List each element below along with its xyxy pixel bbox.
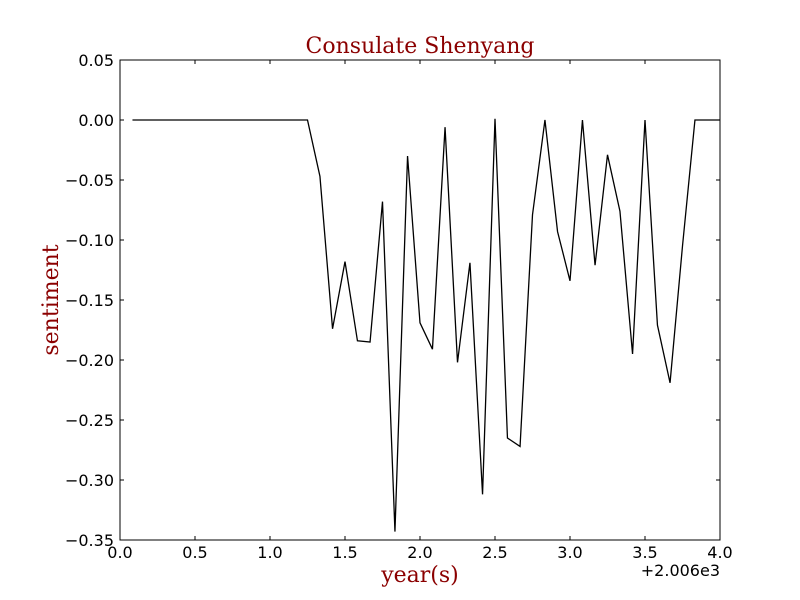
x-tick-label: 1.5 xyxy=(332,543,357,562)
x-tick-label: 4.0 xyxy=(707,543,732,562)
x-tick-label: 2.0 xyxy=(407,543,432,562)
x-tick-label: 2.5 xyxy=(482,543,507,562)
x-tick-label: 0.0 xyxy=(107,543,132,562)
y-tick-label: −0.25 xyxy=(65,411,114,430)
y-tick-label: −0.10 xyxy=(65,231,114,250)
y-tick-label: −0.30 xyxy=(65,471,114,490)
y-tick-label: −0.15 xyxy=(65,291,114,310)
x-tick-label: 3.5 xyxy=(632,543,657,562)
y-tick-label: −0.20 xyxy=(65,351,114,370)
x-tick-label: 1.0 xyxy=(257,543,282,562)
series-line xyxy=(132,118,720,532)
x-tick-label: 0.5 xyxy=(182,543,207,562)
x-axis-offset-label: +2.006e3 xyxy=(641,561,720,580)
x-axis-title: year(s) xyxy=(380,563,459,588)
y-tick-label: −0.05 xyxy=(65,171,114,190)
y-tick-label: 0.00 xyxy=(78,111,114,130)
y-tick-label: −0.35 xyxy=(65,531,114,550)
x-tick-label: 3.0 xyxy=(557,543,582,562)
y-axis-title: sentiment xyxy=(39,244,64,355)
chart-title: Consulate Shenyang xyxy=(306,34,535,59)
y-tick-label: 0.05 xyxy=(78,51,114,70)
axis-ticks: 0.0 0.5 1.0 1.5 2.0 2.5 3.0 3.5 4.0 0.05 0.00 −0.05… xyxy=(65,51,733,562)
plot-area xyxy=(132,118,720,532)
